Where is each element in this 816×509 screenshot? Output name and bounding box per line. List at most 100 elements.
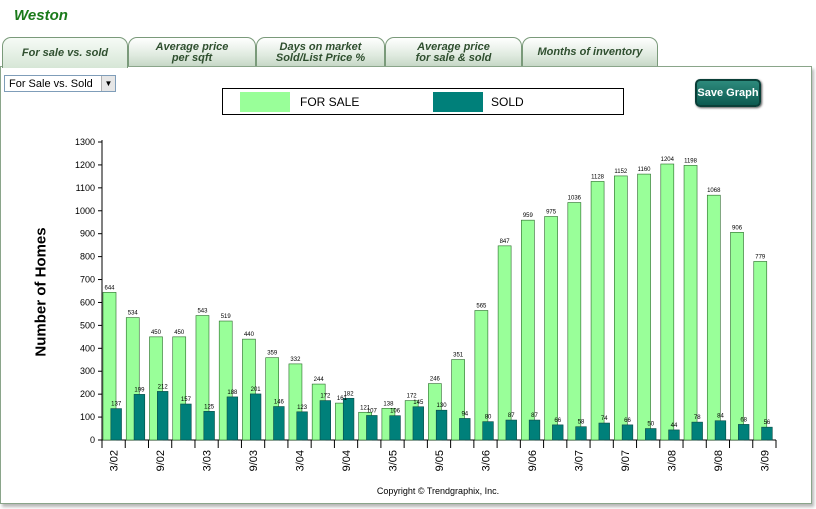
for-sale-data-label: 534 — [128, 311, 139, 317]
x-tick-label: 3/02 — [109, 450, 121, 471]
tab-days-on-market[interactable]: Days on market Sold/List Price % — [256, 37, 385, 67]
sold-data-label: 58 — [578, 420, 585, 426]
for-sale-data-label: 450 — [151, 330, 162, 336]
for-sale-data-label: 975 — [546, 210, 557, 216]
for-sale-bar — [195, 315, 210, 441]
sold-data-label: 188 — [227, 390, 238, 396]
chevron-down-icon[interactable]: ▼ — [101, 76, 115, 91]
x-tick-label: 3/05 — [388, 450, 400, 471]
y-tick-label: 800 — [80, 252, 95, 262]
y-tick-label: 600 — [80, 297, 95, 307]
for-sale-bar — [637, 173, 651, 441]
x-tick-label: 3/06 — [480, 450, 492, 471]
for-sale-data-label: 161 — [337, 396, 348, 402]
x-tick-label: 3/09 — [759, 450, 771, 471]
tab-average-price-for-sale-and-sold[interactable]: Average price for sale & sold — [385, 37, 522, 67]
copyright-text: Copyright © Trendgraphix, Inc. — [376, 486, 500, 496]
sold-bar — [482, 421, 494, 441]
sold-data-label: 50 — [647, 422, 654, 428]
sold-bar — [645, 428, 657, 441]
for-sale-data-label: 1068 — [707, 188, 721, 194]
for-sale-bar — [497, 245, 512, 441]
y-tick-label: 1200 — [75, 160, 95, 170]
sold-data-label: 106 — [390, 409, 401, 415]
sold-data-label: 130 — [437, 403, 448, 409]
for-sale-data-label: 543 — [197, 309, 208, 315]
y-tick-label: 400 — [80, 343, 95, 353]
sold-bar — [296, 411, 308, 441]
sold-data-label: 94 — [461, 411, 468, 417]
sold-bar — [133, 394, 146, 441]
tab-months-of-inventory[interactable]: Months of inventory — [522, 37, 658, 67]
for-sale-bar — [614, 175, 628, 441]
sold-bar — [761, 426, 773, 441]
x-tick-label: 3/08 — [666, 450, 678, 471]
select-value: For Sale vs. Sold — [9, 78, 93, 90]
for-sale-bar — [474, 310, 489, 441]
sold-data-label: 107 — [367, 408, 378, 414]
sold-data-label: 87 — [508, 413, 515, 419]
tab-average-price-per-sqft[interactable]: Average price per sqft — [128, 37, 256, 67]
for-sale-data-label: 906 — [732, 225, 743, 231]
tab-label-line2: Sold/List Price % — [275, 51, 366, 64]
for-sale-data-label: 138 — [383, 401, 394, 407]
sold-data-label: 87 — [531, 413, 538, 419]
sold-bar — [366, 415, 378, 441]
sold-data-label: 66 — [624, 418, 631, 424]
chart-type-select[interactable]: For Sale vs. Sold ▼ — [4, 75, 116, 92]
legend-swatch-sold — [433, 92, 483, 112]
for-sale-data-label: 1160 — [638, 167, 652, 173]
legend-label-sold: SOLD — [491, 95, 524, 109]
for-sale-bar — [544, 216, 558, 441]
tab-label: For sale vs. sold — [21, 46, 109, 59]
for-sale-data-label: 359 — [267, 351, 278, 357]
chart-legend: FOR SALE SOLD — [222, 88, 624, 115]
for-sale-data-label: 1198 — [684, 158, 698, 164]
y-tick-label: 100 — [80, 412, 95, 422]
for-sale-bar — [567, 202, 582, 441]
x-tick-label: 9/05 — [434, 450, 446, 471]
sold-data-label: 68 — [740, 417, 747, 423]
sold-bar — [552, 424, 564, 441]
for-sale-data-label: 332 — [290, 357, 301, 363]
y-tick-label: 200 — [80, 389, 95, 399]
legend-label-for-sale: FOR SALE — [300, 95, 360, 109]
city-title: Weston — [14, 7, 68, 24]
for-sale-data-label: 1204 — [661, 157, 675, 163]
sold-data-label: 125 — [204, 404, 215, 410]
y-tick-label: 1100 — [76, 183, 95, 193]
for-sale-data-label: 1128 — [591, 174, 605, 180]
tab-for-sale-vs-sold[interactable]: For sale vs. sold — [2, 37, 128, 68]
sold-data-label: 123 — [297, 405, 308, 411]
x-tick-label: 3/07 — [573, 450, 585, 471]
sold-bar — [505, 419, 517, 441]
for-sale-data-label: 172 — [407, 394, 418, 400]
sold-bar — [691, 421, 703, 441]
sold-data-label: 84 — [717, 414, 724, 420]
for-sale-bar — [102, 292, 117, 441]
sold-data-label: 66 — [554, 418, 561, 424]
sold-bar — [319, 400, 331, 441]
for-sale-data-label: 246 — [430, 377, 441, 383]
y-tick-label: 1000 — [75, 206, 95, 216]
x-tick-label: 9/07 — [620, 450, 632, 471]
for-sale-data-label: 121 — [360, 405, 371, 411]
sold-bar — [598, 422, 610, 441]
sold-bar — [575, 426, 587, 441]
sold-bar — [249, 393, 262, 441]
y-tick-label: 0 — [90, 435, 95, 445]
tab-bar: For sale vs. sold Average price per sqft… — [0, 37, 816, 68]
sold-data-label: 212 — [158, 384, 169, 390]
for-sale-bar — [590, 181, 605, 441]
sold-bar — [528, 419, 541, 441]
sold-bar — [180, 403, 192, 441]
sold-data-label: 199 — [134, 387, 145, 393]
sold-data-label: 74 — [601, 416, 608, 422]
sold-data-label: 44 — [671, 423, 678, 429]
sold-data-label: 172 — [320, 394, 331, 400]
sold-bar — [668, 429, 680, 441]
save-graph-button[interactable]: Save Graph — [695, 79, 761, 107]
for-sale-bar — [753, 261, 768, 441]
for-sale-bar — [521, 219, 535, 441]
